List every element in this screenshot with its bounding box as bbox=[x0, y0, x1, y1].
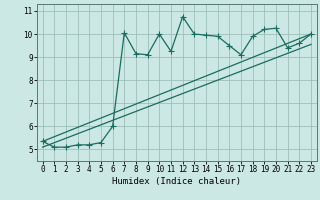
X-axis label: Humidex (Indice chaleur): Humidex (Indice chaleur) bbox=[112, 177, 241, 186]
